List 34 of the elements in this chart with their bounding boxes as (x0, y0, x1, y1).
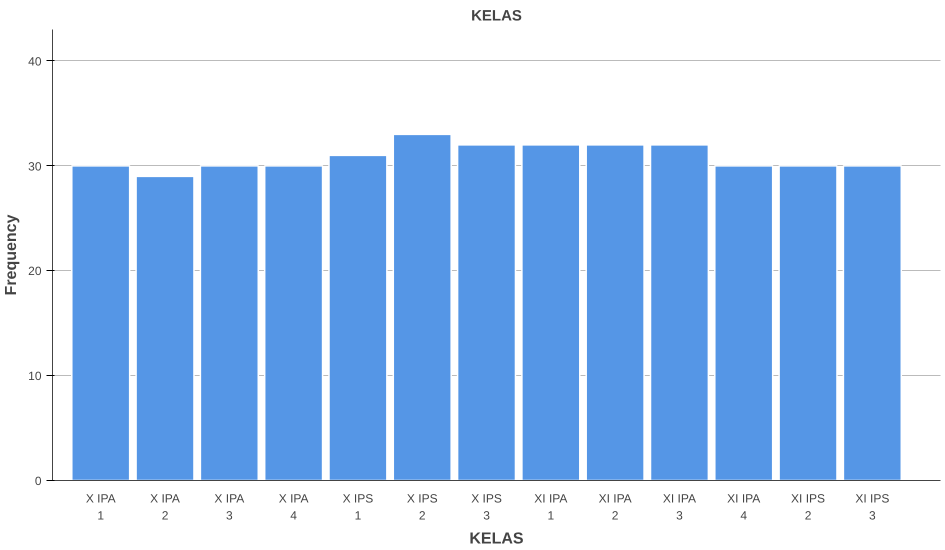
bar (200, 165, 260, 480)
x-tick-label: X IPA 1 (86, 492, 116, 522)
x-tick-label: XI IPA 1 (534, 492, 568, 522)
x-tick-label: XI IPS 2 (791, 492, 826, 522)
x-tick-label: X IPA 4 (278, 492, 309, 522)
y-tick-label: 20 (28, 264, 42, 278)
bar (328, 154, 388, 480)
bar (714, 165, 774, 480)
x-tick-label: XI IPA 2 (598, 492, 632, 522)
y-axis-title: Frequency (3, 214, 20, 296)
x-tick-label: XI IPS 3 (855, 492, 890, 522)
x-tick-label: X IPA 3 (214, 492, 244, 522)
bar (264, 165, 324, 480)
y-tick-label: 40 (28, 54, 42, 68)
x-tick-label: X IPA 2 (150, 492, 180, 522)
x-tick-label: XI IPA 3 (662, 492, 696, 522)
bar (778, 165, 838, 480)
chart-title: KELAS (471, 8, 522, 24)
x-tick-label: X IPS 1 (342, 492, 374, 522)
x-tick-label: X IPS 3 (471, 492, 502, 522)
bar (71, 165, 130, 480)
x-tick-label: XI IPA 4 (727, 492, 760, 522)
x-axis-title: KELAS (469, 530, 524, 548)
y-tick-label: 0 (34, 474, 42, 488)
bar (521, 144, 581, 480)
bar (842, 165, 902, 480)
x-tick-label: X IPS 2 (406, 492, 438, 522)
y-tick-label: 30 (28, 159, 42, 174)
bar (456, 144, 516, 480)
bar (392, 134, 452, 480)
bar (650, 144, 710, 480)
bar (585, 144, 645, 480)
y-tick-label: 10 (28, 369, 42, 384)
bar (135, 176, 195, 480)
